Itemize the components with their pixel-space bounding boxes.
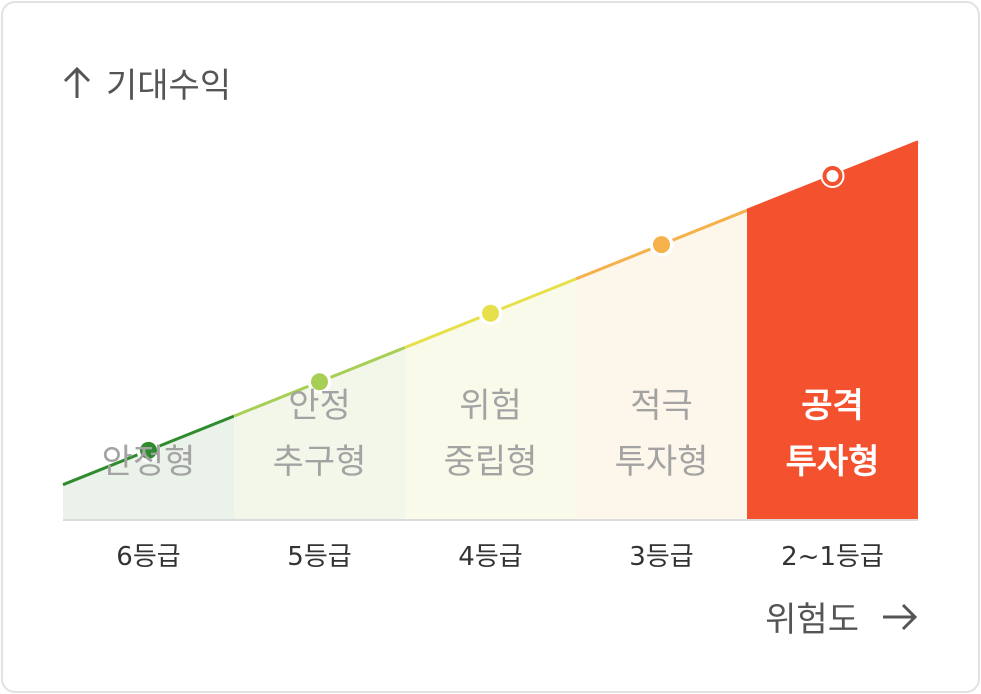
data-point (653, 236, 670, 254)
band-area (234, 347, 405, 519)
band-label-line: 위험 (459, 386, 522, 426)
grade-tick-label: 6등급 (116, 542, 181, 572)
x-axis-label: 위험도 (765, 600, 859, 640)
data-point (822, 166, 843, 187)
grade-tick-label: 2~1등급 (781, 542, 884, 572)
data-point (482, 304, 499, 322)
band-label-line: 안정 (288, 386, 351, 426)
band-area (747, 141, 918, 519)
band-label-line: 중립형 (443, 442, 538, 482)
band-label-line: 적극 (630, 386, 693, 426)
data-point (140, 441, 157, 459)
y-axis-title: 기대수익 (62, 58, 231, 107)
band-area (405, 278, 576, 519)
band-area (63, 416, 234, 519)
band-label-line: 추구형 (272, 442, 367, 482)
data-point (311, 373, 328, 391)
grade-tick-label: 3등급 (629, 542, 694, 572)
arrow-up-icon (63, 66, 91, 98)
arrow-right-icon (883, 603, 918, 630)
band-label: 안정형 (63, 434, 234, 490)
y-axis-label: 기대수익 (106, 66, 232, 106)
band-label-line: 투자형 (614, 442, 709, 482)
band-area (576, 210, 747, 519)
grade-tick-label: 4등급 (458, 542, 523, 572)
grade-tick-label: 5등급 (287, 542, 352, 572)
band-label-line: 공격 (801, 386, 864, 426)
band-label-line: 안정형 (101, 442, 196, 482)
x-axis-title: 위험도 (765, 592, 919, 641)
band-label-line: 투자형 (785, 442, 880, 482)
